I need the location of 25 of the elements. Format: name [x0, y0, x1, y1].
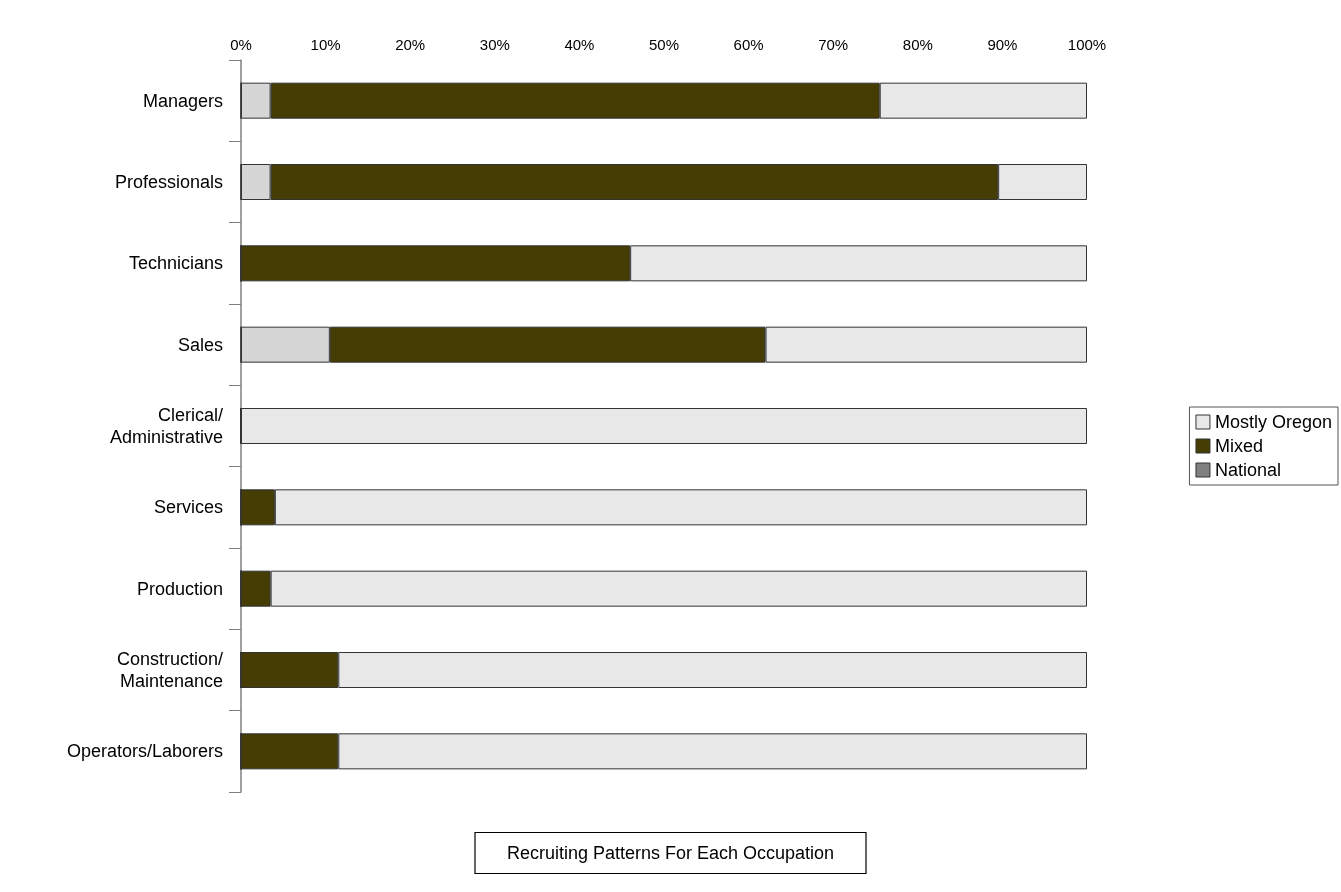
legend-label: National	[1214, 460, 1281, 480]
y-tick-label: Technicians	[128, 253, 223, 274]
x-tick-label: 100%	[1067, 36, 1107, 53]
y-tick-label: Operators/Laborers	[66, 741, 223, 762]
text: Recruiting Patterns For Each Occupation	[506, 843, 835, 863]
x-tick-label: 60%	[733, 36, 764, 53]
y-tick-label: Sales	[177, 334, 223, 355]
x-tick-label: 40%	[564, 36, 595, 53]
y-tick-label: Clerical/Administrative	[109, 405, 223, 447]
legend-label: Mixed	[1214, 436, 1263, 456]
y-tick-label: Managers	[142, 90, 223, 111]
x-tick-label: 90%	[987, 36, 1018, 53]
x-tick-label: 70%	[818, 36, 849, 53]
x-tick-label: 10%	[310, 36, 341, 53]
x-tick-label: 50%	[648, 36, 680, 53]
x-tick-label: 0%	[230, 36, 252, 53]
y-tick-label: Production	[136, 578, 223, 599]
y-tick-label: Professionals	[114, 172, 223, 192]
y-tick-label: Construction/Maintenance	[116, 649, 223, 691]
bar	[241, 408, 1087, 444]
x-tick-label: 20%	[395, 36, 426, 53]
x-tick-label: 80%	[902, 36, 933, 53]
y-tick-label: Services	[153, 497, 223, 518]
x-tick-label: 30%	[479, 36, 510, 53]
legend-label: Mostly Oregon	[1214, 412, 1332, 432]
